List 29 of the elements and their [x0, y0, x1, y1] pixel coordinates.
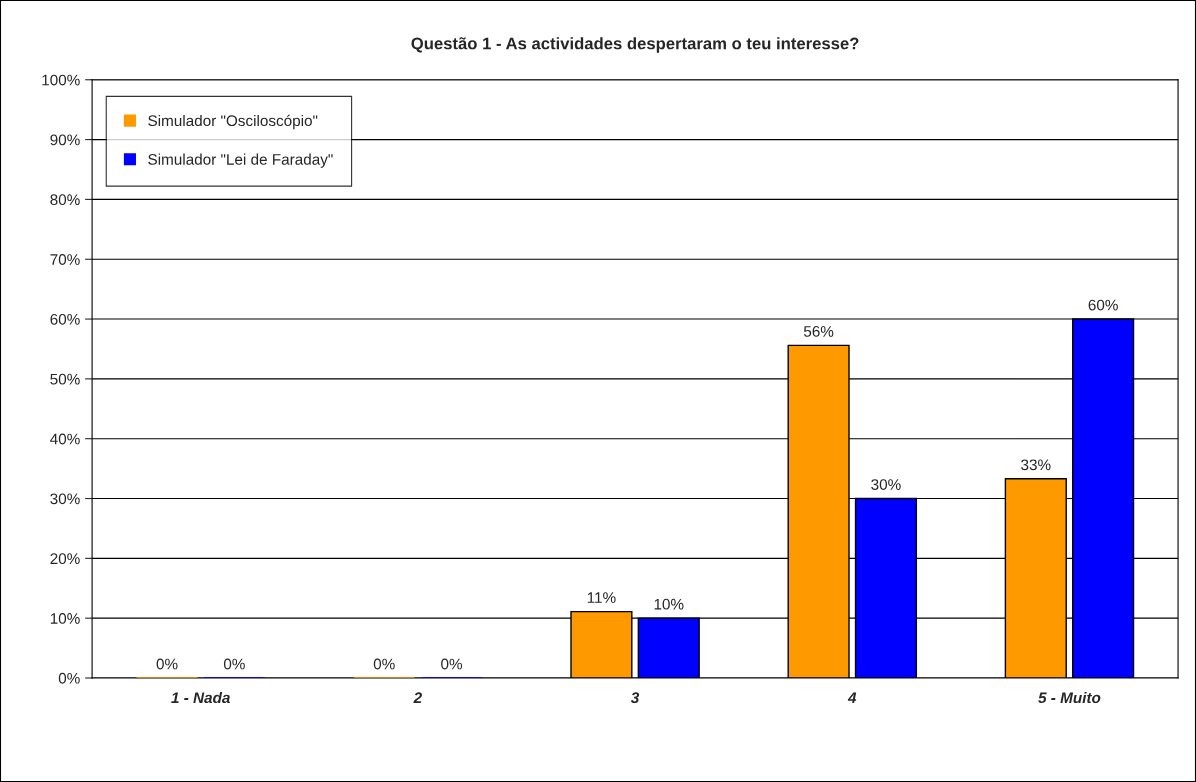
- x-tick-label: 1 - Nada: [171, 691, 230, 704]
- x-tick-label: 2: [413, 692, 422, 703]
- data-label: 0%: [156, 658, 178, 670]
- y-tick-label: 10%: [50, 613, 80, 624]
- legend-label: Simulador "Lei de Faraday": [148, 153, 333, 168]
- x-tick-label: 5 - Muito: [1038, 691, 1101, 704]
- y-tick-label: 90%: [50, 134, 80, 146]
- x-tick-label: 4: [847, 692, 857, 703]
- data-label: 0%: [223, 658, 245, 670]
- y-tick-label: 40%: [50, 433, 80, 445]
- y-tick-label: 30%: [50, 493, 80, 505]
- y-tick-label: 0%: [58, 672, 80, 684]
- y-tick-label: 50%: [50, 373, 80, 385]
- data-label: 30%: [871, 479, 901, 490]
- x-tick-label: 3: [630, 692, 640, 704]
- data-label: 0%: [373, 658, 395, 670]
- data-label: 60%: [1088, 299, 1118, 311]
- legend-label: Simulador "Osciloscópio": [148, 114, 318, 130]
- chart-title: Questão 1 - As actividades despertaram o teu interesse?: [411, 37, 859, 53]
- data-label: 0%: [441, 658, 463, 670]
- data-label: 33%: [1021, 459, 1051, 471]
- y-tick-label: 70%: [50, 254, 80, 265]
- y-tick-label: 100%: [42, 74, 80, 86]
- y-tick-label: 20%: [50, 553, 80, 565]
- data-label: 10%: [654, 598, 684, 610]
- data-label: 56%: [803, 325, 834, 337]
- y-tick-label: 60%: [50, 313, 80, 325]
- data-label: 11%: [587, 592, 616, 603]
- y-tick-label: 80%: [50, 194, 80, 206]
